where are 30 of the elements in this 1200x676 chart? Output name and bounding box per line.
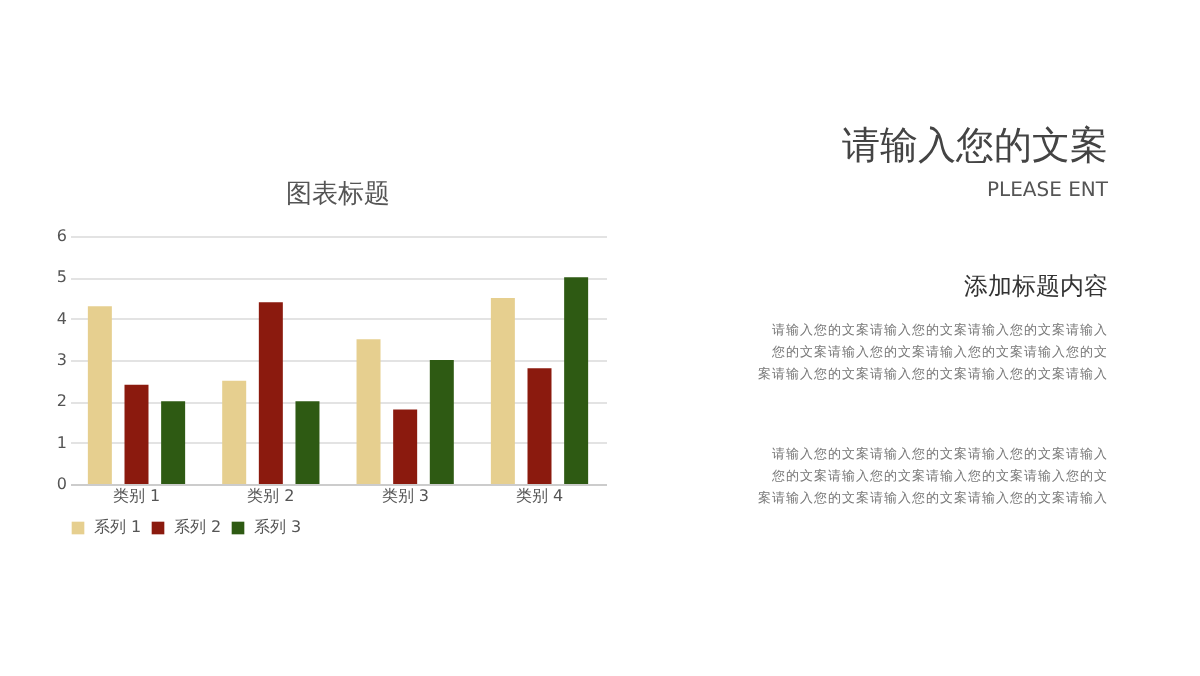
legend-label: 系列 2 [174,518,222,536]
bar [295,401,320,484]
text: 添加标题内容 [962,270,1108,304]
y-tick-label: 3 [56,351,67,369]
y-tick-label: 5 [56,268,67,287]
x-tick-label: 类别 3 [381,487,429,505]
y-tick-label: 0 [56,475,67,493]
chart-title: 图表标题 [286,180,390,210]
bar [393,409,418,484]
legend-label: 系列 3 [254,518,302,536]
x-tick-label: 类别 4 [515,487,564,505]
bar [258,302,283,484]
text: PLEASE ENT [984,180,1108,202]
legend-label: 系列 1 [94,518,142,536]
bar [564,277,589,484]
x-tick-label: 类别 1 [112,487,161,505]
y-tick-label: 6 [56,227,67,245]
y-tick-label: 2 [56,392,67,411]
bar [161,401,186,484]
bar [429,360,454,484]
text: 请输入您的文案 [840,122,1108,172]
bar [87,306,112,484]
bar [527,368,552,484]
bar [356,339,381,484]
bar [490,298,515,484]
x-tick-label: 类别 2 [247,487,295,505]
y-tick-label: 4 [56,309,67,328]
bar [222,380,247,484]
y-tick-label: 1 [56,433,67,452]
bar [124,384,149,484]
